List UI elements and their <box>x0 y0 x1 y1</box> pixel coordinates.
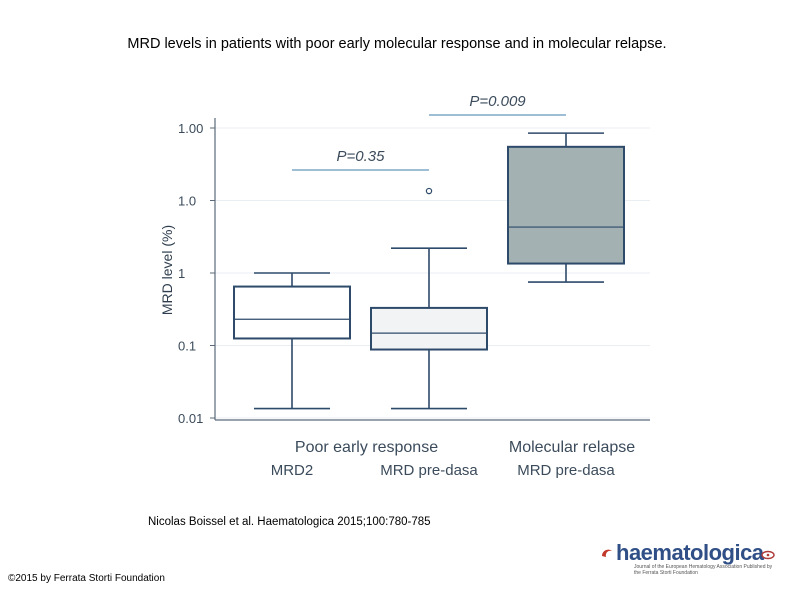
category-label: MRD2 <box>271 462 314 479</box>
significance-annotation: P=0.009 <box>429 93 566 116</box>
iqr-box <box>507 145 625 265</box>
group-label: Poor early response <box>295 439 438 456</box>
group-label: Molecular relapse <box>509 439 635 456</box>
y-tick-label: 0.1 <box>178 339 196 354</box>
box-1 <box>233 272 351 410</box>
logo-subtitle: Journal of the European Hematology Assoc… <box>634 564 773 576</box>
copyright-notice: ©2015 by Ferrata Storti Foundation <box>8 573 165 584</box>
y-tick-label: 1.0 <box>178 194 196 209</box>
category-label: MRD pre-dasa <box>517 462 615 479</box>
y-tick-label: 0.01 <box>178 411 203 426</box>
y-tick-label: 1 <box>178 266 185 281</box>
category-label: MRD pre-dasa <box>380 462 478 479</box>
swirl-icon <box>602 549 612 557</box>
logo-wordmark: haematologica <box>616 540 764 565</box>
citation: Nicolas Boissel et al. Haematologica 201… <box>148 516 431 528</box>
iqr-box <box>370 306 488 351</box>
slide-title: MRD levels in patients with poor early m… <box>127 36 667 52</box>
y-tick-label: 1.00 <box>178 121 203 136</box>
box-3 <box>507 132 625 283</box>
cell-icon <box>761 550 775 560</box>
iqr-box <box>233 285 351 340</box>
y-axis-label: MRD level (%) <box>159 225 175 315</box>
outlier-point <box>425 187 433 195</box>
p-value-label: P=0.009 <box>469 93 526 110</box>
haematologica-logo: haematologica Journal of the European He… <box>600 540 780 582</box>
p-value-label: P=0.35 <box>337 148 386 165</box>
box-plot-chart: 0.01 0.1 1 1.0 1.00 MRD level (%) P=0.35 P=0.0… <box>159 93 650 479</box>
box-2 <box>370 187 488 410</box>
significance-annotation: P=0.35 <box>292 148 429 171</box>
